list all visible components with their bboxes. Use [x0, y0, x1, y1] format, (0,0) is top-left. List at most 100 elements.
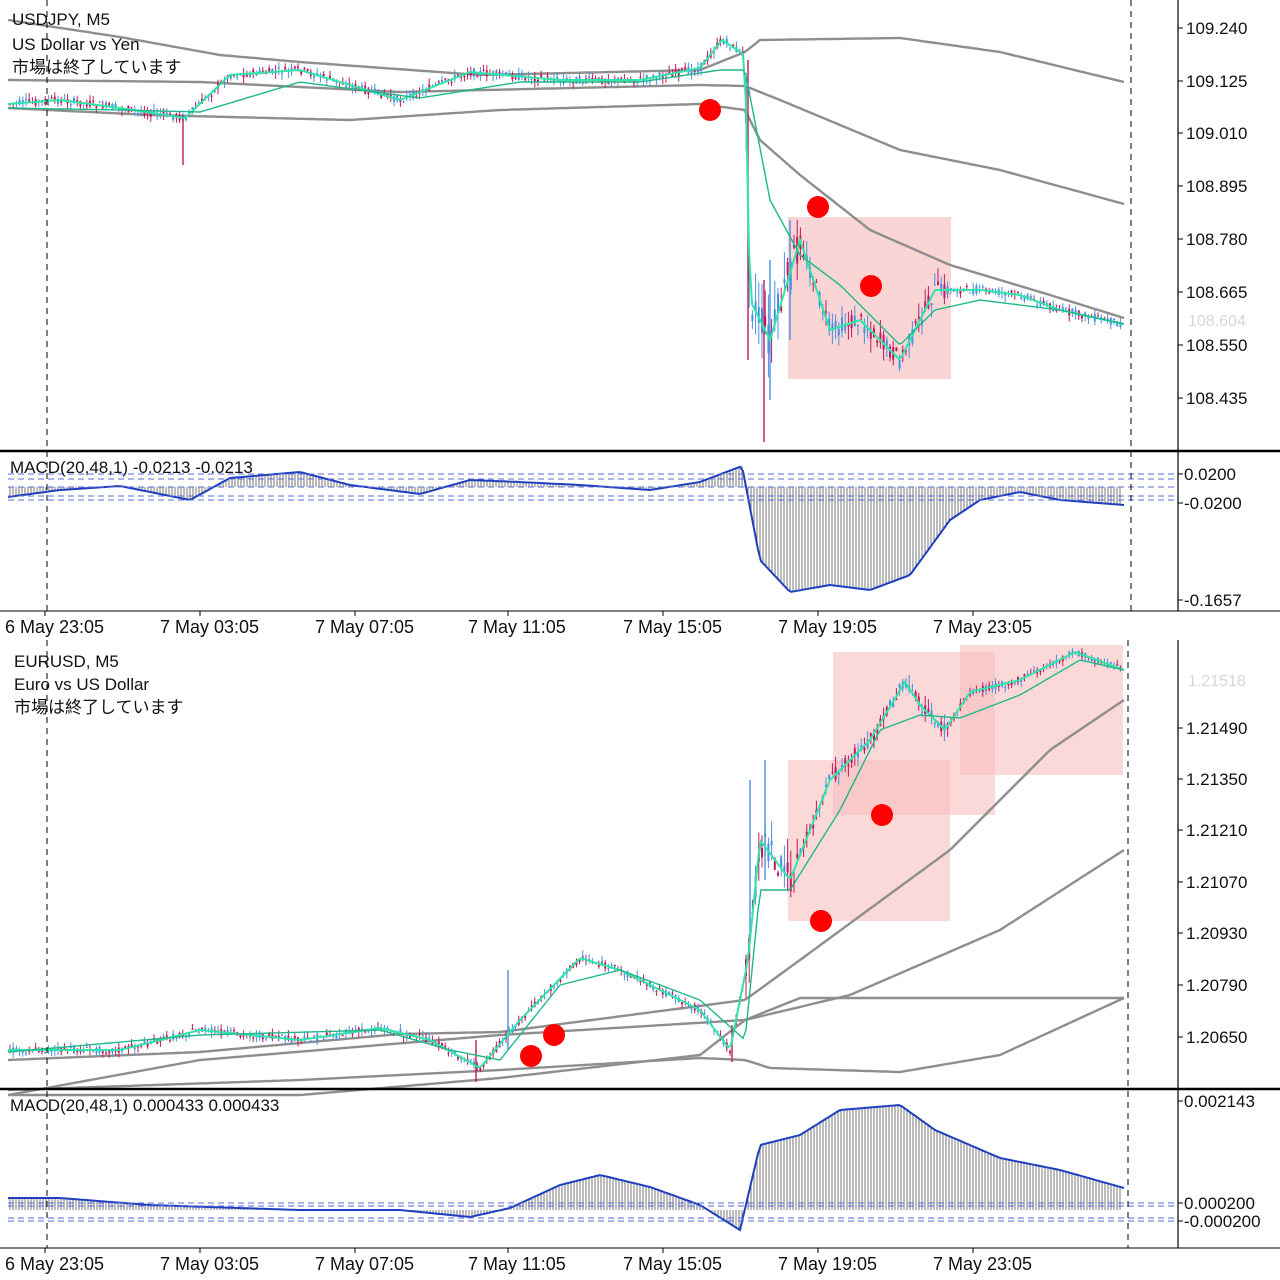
price-tick-label: 1.21350 — [1186, 770, 1247, 789]
candle-body — [69, 104, 72, 106]
price-tick-label: 109.125 — [1186, 72, 1247, 91]
candle-body — [777, 872, 779, 876]
candle-body — [738, 49, 741, 51]
candle-body — [668, 992, 671, 994]
candle-body — [265, 73, 267, 75]
candle-body — [857, 324, 859, 326]
candle-body — [927, 708, 930, 713]
candle-body — [191, 107, 194, 110]
candle-body — [594, 77, 597, 79]
candle-body — [786, 262, 789, 275]
candle-body — [258, 70, 261, 73]
candle-body — [418, 1034, 421, 1036]
candle-body — [143, 1040, 146, 1043]
usdjpy-macd-label: MACD(20,48,1) -0.0213 -0.0213 — [10, 458, 253, 477]
candle-body — [729, 47, 731, 49]
envelope-line — [8, 78, 1125, 206]
envelope-line — [7, 848, 1125, 1097]
candle-body — [917, 696, 920, 704]
candle-body — [796, 853, 799, 858]
candle-body — [613, 965, 616, 967]
eurusd-market-status: 市場は終了しています — [14, 698, 184, 717]
eurusd-chart-canvas[interactable]: 1.21490 1.21350 1.21210 1.21070 1.20930 1.207… — [0, 640, 1280, 1280]
time-tick-label: 7 May 19:05 — [778, 617, 877, 637]
candle-body — [431, 1040, 434, 1045]
candle-body — [1116, 321, 1119, 327]
candle-body — [793, 244, 795, 248]
candle-body — [546, 76, 549, 78]
candle-body — [972, 288, 975, 294]
candle-body — [1026, 294, 1029, 298]
candle-body — [895, 698, 898, 700]
eurusd-symbol-label: EURUSD, M5 — [14, 652, 119, 671]
candle-body — [959, 288, 962, 294]
candle-body — [524, 76, 527, 81]
candle-body — [981, 286, 984, 288]
signal-marker — [807, 196, 829, 218]
candle-body — [601, 961, 603, 965]
candle-body — [1020, 680, 1023, 682]
usdjpy-chart[interactable]: 109.240 109.125 109.010 108.895 108.780 108.6… — [0, 0, 1280, 640]
candle-body — [933, 284, 936, 286]
candle-body — [860, 314, 863, 317]
candle-body — [553, 79, 555, 83]
candle-body — [1119, 323, 1122, 327]
candle-body — [1007, 684, 1010, 685]
candle-body — [540, 74, 543, 78]
candle-body — [873, 328, 875, 337]
candle-body — [786, 862, 789, 873]
macd-tick-label: -0.0200 — [1184, 494, 1242, 513]
signal-marker — [810, 910, 832, 932]
candle-body — [63, 1046, 66, 1051]
candle-body — [466, 73, 469, 75]
candle-body — [879, 332, 882, 343]
candle-body — [325, 1032, 328, 1037]
eurusd-chart[interactable]: 1.21490 1.21350 1.21210 1.21070 1.20930 1.207… — [0, 640, 1280, 1280]
candle-body — [162, 111, 165, 114]
candle-body — [853, 748, 856, 756]
candle-body — [1081, 315, 1083, 319]
candle-body — [18, 99, 21, 105]
candle-body — [124, 1046, 127, 1049]
candle-body — [345, 1029, 347, 1034]
candle-body — [281, 1034, 283, 1036]
candle-body — [1109, 662, 1112, 664]
candle-body — [921, 711, 923, 713]
candle-body — [681, 1002, 683, 1005]
candle-body — [761, 847, 763, 858]
candle-body — [569, 965, 571, 968]
candle-body — [399, 99, 402, 102]
signal-marker — [699, 99, 721, 121]
candle-body — [252, 69, 255, 73]
candle-body — [543, 79, 546, 82]
candle-body — [681, 68, 683, 70]
candle-body — [169, 113, 171, 116]
candle-body — [1074, 309, 1077, 315]
candle-body — [1068, 652, 1071, 655]
candle-body — [668, 72, 671, 75]
candle-body — [405, 1035, 408, 1037]
candle-body — [265, 1038, 267, 1040]
candle-body — [889, 700, 891, 706]
candle-body — [447, 1052, 450, 1054]
candle-body — [453, 1050, 456, 1054]
usdjpy-chart-canvas[interactable]: 109.240 109.125 109.010 108.895 108.780 108.6… — [0, 0, 1280, 640]
macd-tick-label: 0.002143 — [1184, 1092, 1255, 1111]
candle-body — [773, 309, 776, 324]
candle-body — [969, 292, 971, 294]
candle-body — [482, 70, 485, 71]
candle-body — [15, 1047, 18, 1050]
candle-body — [274, 1035, 277, 1038]
candle-body — [345, 86, 347, 88]
time-tick-label: 7 May 11:05 — [468, 617, 566, 637]
candle-body — [245, 73, 248, 77]
candle-body — [898, 684, 901, 689]
candle-body — [722, 40, 725, 45]
candle-body — [991, 289, 994, 291]
candle-body — [1039, 670, 1042, 672]
time-tick-label: 7 May 03:05 — [160, 1254, 259, 1274]
candle-body — [69, 1047, 72, 1048]
candle-body — [636, 975, 639, 979]
candle-body — [149, 1043, 152, 1045]
candle-body — [844, 325, 847, 331]
